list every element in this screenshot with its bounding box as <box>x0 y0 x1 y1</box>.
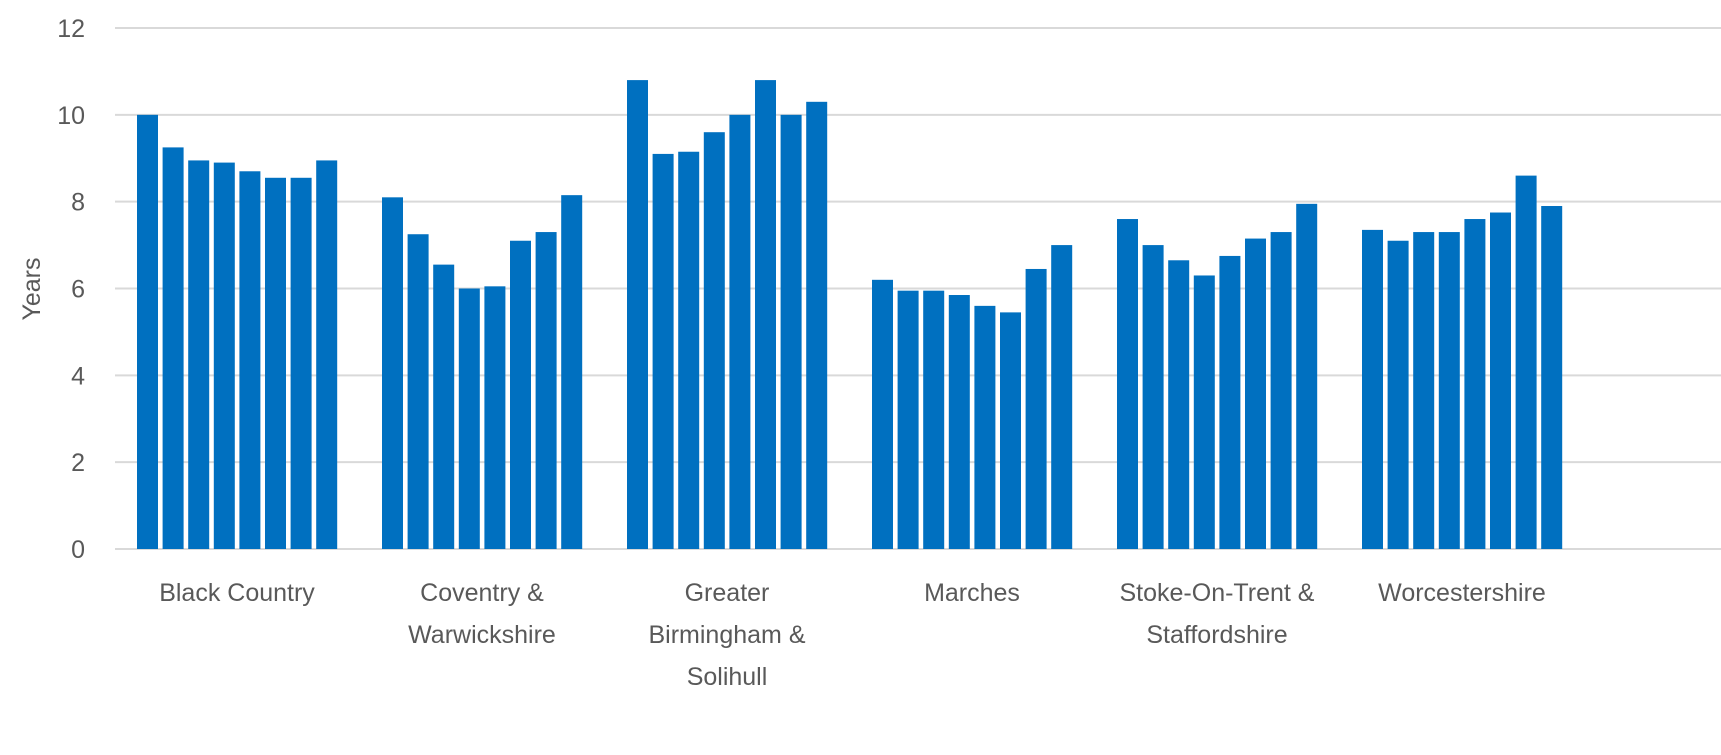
y-axis-title: Years <box>18 257 46 320</box>
bar <box>1219 255 1241 549</box>
bar <box>535 232 557 549</box>
y-tick-label-6: 6 <box>71 276 85 304</box>
bar <box>561 195 583 549</box>
category-label: Greater Birmingham & Solihull <box>649 579 806 691</box>
bar <box>897 290 919 549</box>
bar <box>703 132 725 549</box>
bar <box>290 177 312 549</box>
bar <box>137 114 158 549</box>
bar <box>1025 268 1047 549</box>
bar <box>872 279 893 549</box>
bar <box>1387 240 1409 549</box>
category-label: Coventry & Warwickshire <box>408 579 556 649</box>
bar-group-5 <box>1117 203 1318 550</box>
category-label: Worcestershire <box>1378 579 1546 607</box>
y-axis-tick-labels: 0 2 4 6 8 10 12 <box>57 15 85 564</box>
bar <box>678 151 700 550</box>
bar <box>1000 312 1021 549</box>
bar <box>974 305 996 549</box>
bar <box>510 240 531 549</box>
x-axis-category-labels: Black Country Coventry & Warwickshire Great… <box>159 579 1546 691</box>
bar <box>780 114 802 549</box>
y-tick-label-8: 8 <box>71 189 85 217</box>
bar <box>458 288 480 549</box>
bar <box>213 162 235 549</box>
bar <box>923 290 945 549</box>
bar-group-4 <box>872 245 1073 550</box>
bar <box>627 80 648 549</box>
bar <box>1245 238 1266 549</box>
bar <box>239 171 261 549</box>
bar <box>948 295 970 549</box>
bar-group-6 <box>1362 175 1563 550</box>
bar <box>1541 206 1563 549</box>
y-tick-label-10: 10 <box>57 102 85 130</box>
y-tick-label-0: 0 <box>71 536 85 564</box>
bar <box>1142 245 1164 550</box>
bar <box>162 147 184 550</box>
bar-group-3 <box>627 80 828 550</box>
bars <box>137 80 1563 550</box>
bar <box>382 197 403 549</box>
bar <box>433 264 455 549</box>
bar <box>652 153 674 550</box>
bar <box>1362 229 1383 549</box>
category-label: Stoke-On-Trent & Staffordshire <box>1120 579 1315 649</box>
bar <box>188 160 210 549</box>
bar-group-1 <box>137 114 338 550</box>
y-tick-label-4: 4 <box>71 362 85 390</box>
bar <box>1168 260 1190 549</box>
y-tick-label-12: 12 <box>57 15 85 43</box>
bar <box>1515 175 1537 549</box>
bar <box>484 286 506 549</box>
bar <box>407 234 429 549</box>
bar <box>265 177 286 549</box>
bar <box>1296 203 1318 549</box>
bar <box>729 114 751 549</box>
bar <box>1193 275 1215 549</box>
bar <box>1117 219 1138 550</box>
bar <box>1490 212 1511 550</box>
bar <box>806 101 828 549</box>
bar <box>1464 219 1486 550</box>
bar <box>1270 232 1292 549</box>
category-label: Marches <box>924 579 1020 607</box>
bar-group-2 <box>382 195 583 549</box>
bar <box>316 160 338 549</box>
category-label: Black Country <box>159 579 315 607</box>
bar <box>755 80 776 549</box>
y-tick-label-2: 2 <box>71 449 85 477</box>
bar <box>1413 232 1435 549</box>
bar <box>1051 245 1073 550</box>
bar <box>1438 232 1460 549</box>
